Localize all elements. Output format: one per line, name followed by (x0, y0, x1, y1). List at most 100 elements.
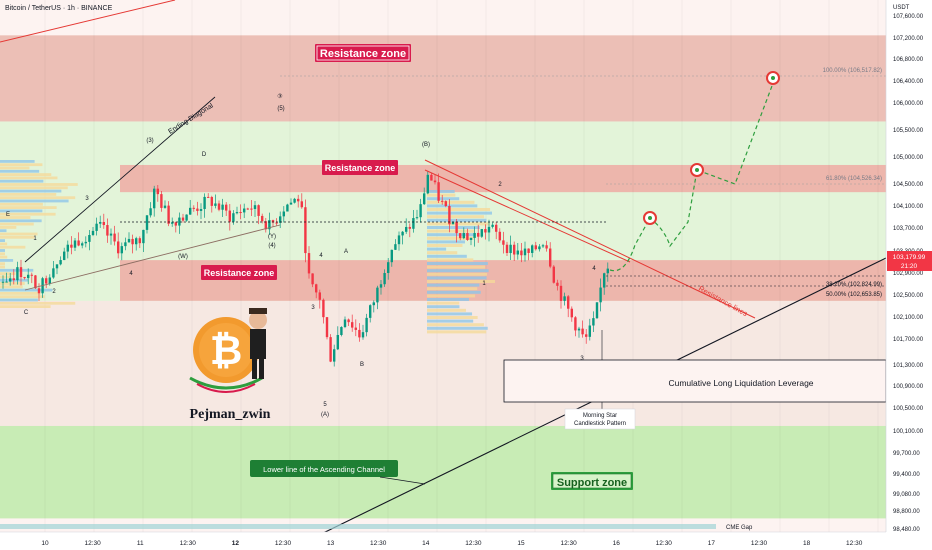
candle (23, 277, 26, 279)
price-tick-label: 99,080.00 (893, 492, 920, 498)
candle (271, 220, 275, 223)
wave-label: 2 (498, 182, 502, 188)
volume-bar (427, 323, 484, 327)
volume-bar (427, 269, 489, 273)
time-axis[interactable]: 10 12:30 11 12:30 12 12:30 13 12:30 14 12:30 15 12:… (41, 540, 862, 547)
candle (34, 275, 37, 289)
time-tick-label: 11 (137, 540, 144, 547)
price-tick-label: 100,100.00 (893, 429, 924, 435)
candle (351, 322, 354, 328)
candle (286, 204, 289, 212)
wave-label: 1 (33, 236, 37, 242)
candle (322, 299, 325, 318)
price-tick-label: 98,800.00 (893, 509, 920, 515)
volume-bar (0, 275, 12, 279)
volume-bar (0, 163, 43, 167)
candle (138, 238, 141, 244)
resistance-zone-mid-label: Resistance zone (322, 160, 398, 175)
price-tick-label: 102,500.00 (893, 293, 924, 299)
price-tick-label: 99,400.00 (893, 472, 920, 478)
candle (585, 334, 588, 337)
candle (513, 244, 516, 255)
candle (232, 213, 235, 222)
wave-label: 3 (311, 305, 315, 311)
volume-bar (427, 290, 481, 294)
candle (495, 224, 498, 232)
price-tick-label: 98,480.00 (893, 527, 920, 533)
price-tick-label: 100,500.00 (893, 406, 924, 412)
candles (1, 171, 609, 367)
volume-bar (0, 206, 57, 209)
target-icon-dot (771, 76, 775, 80)
volume-bar (0, 183, 78, 186)
volume-bar (0, 242, 8, 246)
volume-bar (0, 282, 25, 285)
volume-bar (0, 301, 76, 305)
resistance-zone-top (0, 35, 886, 122)
volume-bar (0, 169, 40, 173)
volume-bar (427, 247, 447, 251)
volume-bar (427, 222, 490, 226)
volume-bar (0, 216, 31, 219)
volume-bar (427, 211, 492, 215)
wave-label: (3) (146, 138, 153, 144)
candle (365, 317, 368, 333)
candle (181, 217, 185, 221)
candle (9, 278, 12, 282)
volume-bar (427, 287, 478, 291)
candle (390, 249, 393, 263)
candle (567, 296, 570, 309)
candle (369, 305, 372, 318)
candle (174, 222, 177, 226)
time-tick-label: 12:30 (751, 540, 768, 547)
candle (419, 204, 422, 218)
candle (243, 208, 246, 213)
volume-bar (427, 244, 463, 247)
upper-red-line (0, 0, 176, 43)
volume-bar (0, 239, 5, 242)
candle (527, 248, 530, 253)
volume-bar (0, 305, 51, 308)
candle (253, 205, 257, 210)
volume-bar (427, 204, 478, 208)
candle (63, 251, 66, 261)
time-tick-label: 16 (613, 540, 621, 547)
resistance-zone-low-label: Resistance zone (201, 265, 277, 280)
volume-bar (427, 193, 456, 197)
candle (581, 328, 584, 335)
candle (394, 244, 397, 250)
candle (304, 207, 307, 254)
volume-bar (0, 202, 43, 206)
time-tick-label: 17 (708, 540, 716, 547)
candle (30, 274, 33, 276)
price-tick-label: 102,100.00 (893, 315, 924, 321)
candle (372, 302, 375, 306)
volume-bar (0, 249, 5, 252)
candle (120, 246, 123, 254)
resistance-zone-mid (120, 164, 886, 193)
candle (329, 337, 332, 362)
svg-text:Morning Star: Morning Star (583, 413, 617, 419)
liquidation-box: Cumulative Long Liquidation Leverage (503, 359, 887, 403)
volume-bar (427, 265, 486, 269)
target-icon-dot (695, 168, 699, 172)
candle (289, 202, 293, 205)
time-tick-label: 12:30 (656, 540, 673, 547)
time-tick-label: 12:30 (275, 540, 292, 547)
wave-label: D (202, 152, 207, 158)
price-axis[interactable]: 107,600.00 107,200.00 106,800.00 106,400.00… (893, 14, 924, 533)
candle (171, 222, 174, 224)
candle (430, 174, 433, 181)
candle (408, 226, 411, 229)
time-tick-label: 15 (517, 540, 525, 547)
time-axis-bg (0, 532, 932, 550)
candle (325, 317, 329, 338)
target-icon-dot (648, 216, 652, 220)
volume-bar (427, 330, 487, 334)
volume-bar (427, 226, 480, 229)
candle (145, 215, 149, 230)
svg-text:Candlestick Pattern: Candlestick Pattern (574, 421, 626, 427)
candle (106, 225, 109, 236)
candle (534, 245, 537, 250)
